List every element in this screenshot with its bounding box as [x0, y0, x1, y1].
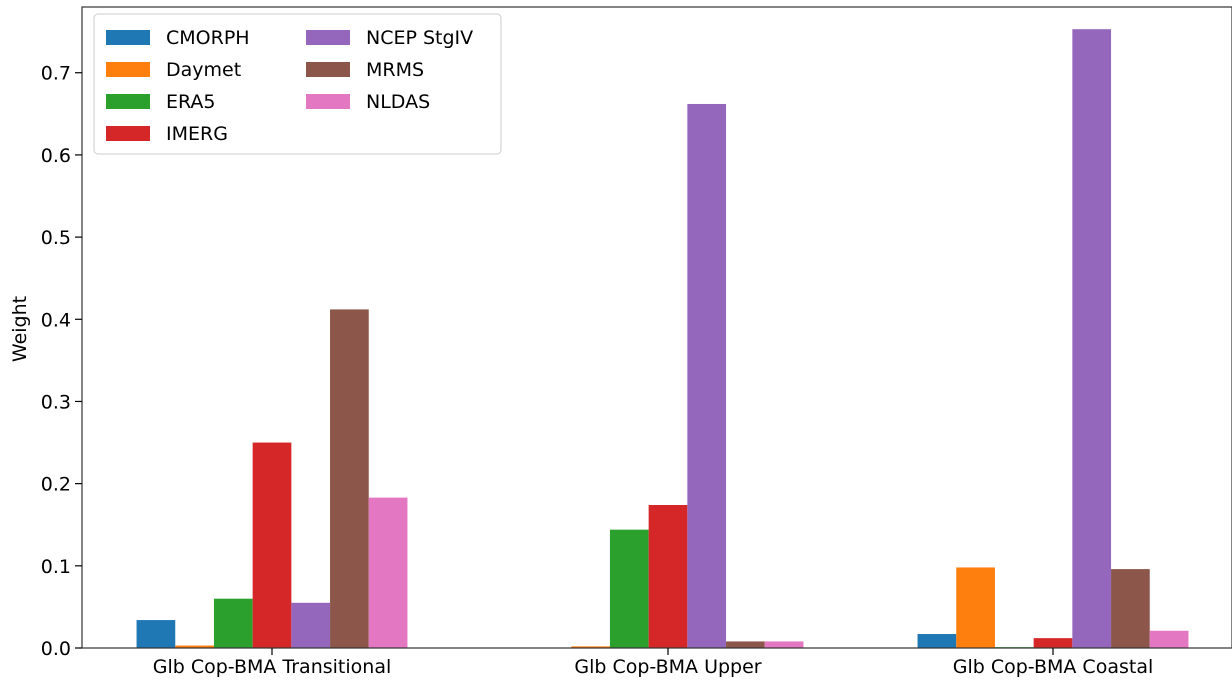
legend-swatch-cmorph — [106, 30, 150, 45]
plot-frame — [81, 6, 1232, 649]
bar-mrms-1 — [330, 309, 369, 648]
bar-daymet-3 — [956, 567, 995, 648]
legend-label-nldas: NLDAS — [366, 91, 430, 113]
y-tick-label: 0.7 — [41, 63, 71, 85]
legend-swatch-imerg — [106, 126, 150, 141]
y-tick-label: 0.5 — [41, 227, 71, 249]
legend-frame — [93, 13, 502, 155]
y-axis-title: Weight — [9, 296, 31, 362]
bar-era5-1 — [213, 598, 253, 648]
bar-mrms-3 — [1111, 569, 1150, 648]
y-tick-label: 0.3 — [41, 391, 71, 413]
y-tick-label: 0.1 — [41, 556, 71, 578]
bar-ncep-stgiv-2 — [687, 103, 727, 649]
x-tick-label: Glb Cop-BMA Upper — [574, 656, 761, 678]
legend-label-daymet: Daymet — [166, 59, 241, 81]
x-tick-label: Glb Cop-BMA Transitional — [153, 656, 392, 678]
bar-mrms-2 — [726, 641, 765, 648]
legend-label-mrms: MRMS — [366, 59, 424, 81]
y-tick-label: 0.4 — [41, 309, 71, 331]
legend-swatch-era5 — [106, 94, 150, 109]
bar-cmorph-3 — [917, 634, 957, 648]
legend-swatch-nldas — [306, 94, 350, 109]
legend-label-imerg: IMERG — [166, 123, 228, 145]
bar-era5-2 — [609, 529, 649, 648]
legend-label-ncep-stgiv: NCEP StgIV — [366, 27, 473, 49]
y-tick-label: 0.2 — [41, 474, 71, 496]
bar-imerg-3 — [1033, 638, 1073, 648]
bar-nldas-2 — [764, 641, 804, 648]
bar-daymet-2 — [571, 646, 610, 648]
legend: CMORPH Daymet ERA5 IMERG NCEP StgIV MRMS NLDAS — [93, 13, 502, 155]
legend-label-cmorph: CMORPH — [166, 27, 250, 49]
axes-layer: 0.0 0.1 0.2 0.3 0.4 0.5 0.6 0.7 Glb Cop-BMA Tran… — [41, 6, 1232, 678]
y-tick-label: 0.6 — [41, 145, 71, 167]
bar-daymet-1 — [175, 645, 214, 648]
bar-ncep-stgiv-3 — [1072, 29, 1112, 648]
bar-imerg-2 — [648, 505, 688, 648]
y-tick-label: 0.0 — [41, 638, 71, 660]
x-tick-label: Glb Cop-BMA Coastal — [953, 656, 1154, 678]
legend-swatch-ncep-stgiv — [306, 30, 350, 45]
bars-layer — [136, 29, 1189, 649]
bar-nldas-1 — [368, 497, 408, 648]
bar-cmorph-1 — [136, 620, 176, 648]
legend-swatch-daymet — [106, 62, 150, 77]
legend-swatch-mrms — [306, 62, 350, 77]
bar-imerg-1 — [252, 442, 292, 648]
bar-ncep-stgiv-1 — [291, 602, 331, 648]
legend-label-era5: ERA5 — [166, 91, 216, 113]
bar-nldas-3 — [1149, 630, 1189, 648]
